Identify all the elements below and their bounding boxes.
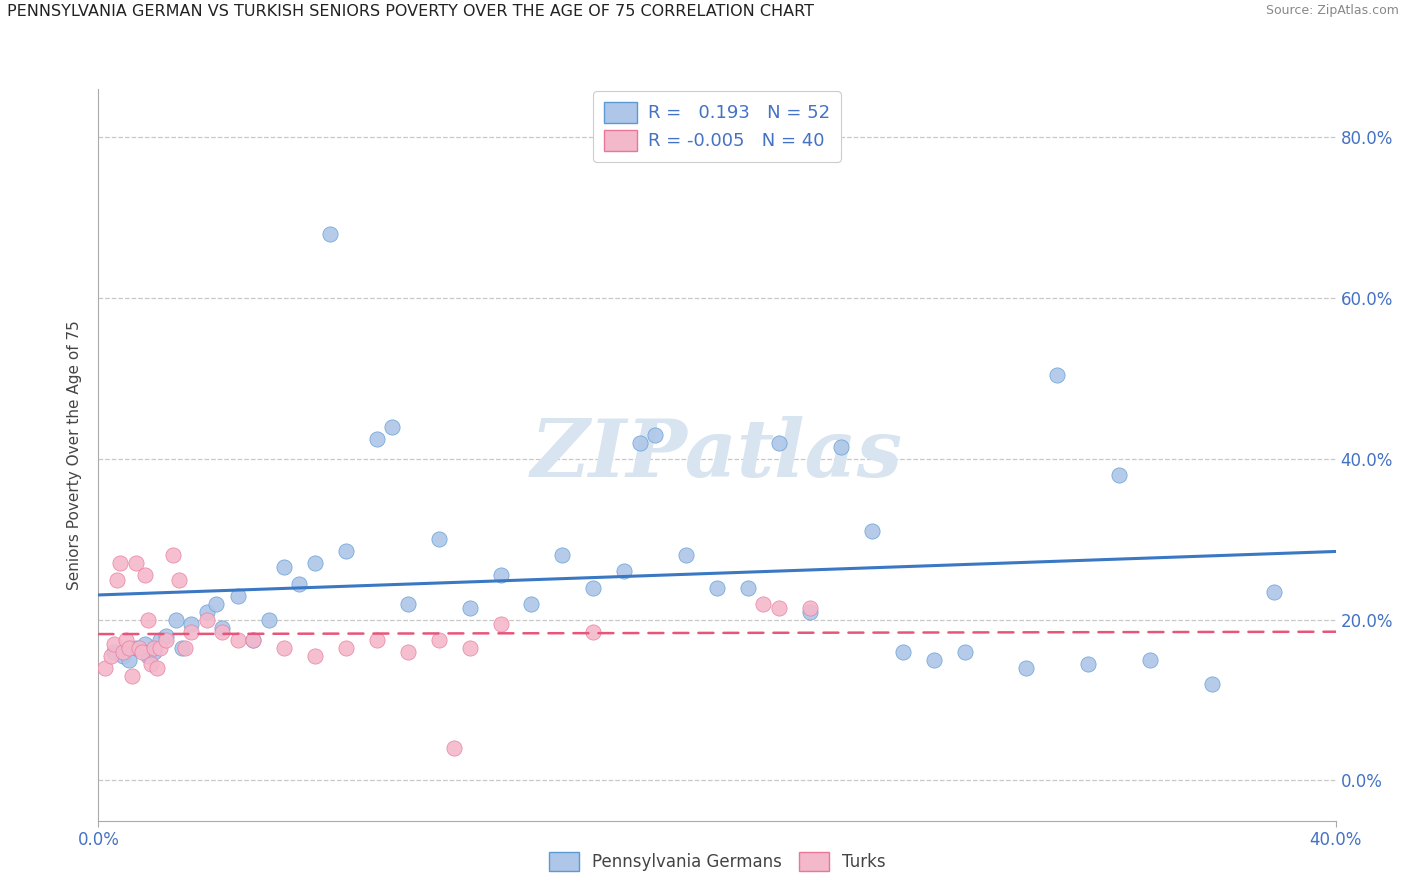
- Point: [167, 573, 190, 587]
- Point: [1139, 653, 1161, 667]
- Point: [427, 533, 450, 547]
- Point: [155, 632, 177, 647]
- Point: [195, 613, 218, 627]
- Point: [675, 549, 697, 563]
- Text: Source: ZipAtlas.com: Source: ZipAtlas.com: [1265, 4, 1399, 18]
- Point: [319, 227, 342, 241]
- Point: [768, 600, 790, 615]
- Point: [489, 616, 512, 631]
- Point: [366, 432, 388, 446]
- Point: [195, 605, 218, 619]
- Point: [105, 573, 128, 587]
- Point: [381, 419, 404, 434]
- Point: [139, 657, 162, 671]
- Point: [226, 589, 249, 603]
- Point: [226, 632, 249, 647]
- Point: [121, 669, 143, 683]
- Point: [458, 600, 481, 615]
- Point: [112, 645, 135, 659]
- Point: [143, 640, 166, 655]
- Point: [953, 645, 976, 659]
- Legend: Pennsylvania Germans, Turks: Pennsylvania Germans, Turks: [541, 846, 893, 878]
- Point: [1077, 657, 1099, 671]
- Point: [136, 613, 159, 627]
- Point: [149, 640, 172, 655]
- Point: [115, 632, 138, 647]
- Point: [273, 640, 295, 655]
- Point: [1108, 468, 1130, 483]
- Point: [211, 624, 233, 639]
- Point: [273, 560, 295, 574]
- Point: [613, 565, 636, 579]
- Point: [134, 568, 156, 582]
- Text: PENNSYLVANIA GERMAN VS TURKISH SENIORS POVERTY OVER THE AGE OF 75 CORRELATION CH: PENNSYLVANIA GERMAN VS TURKISH SENIORS P…: [7, 4, 814, 20]
- Point: [752, 597, 775, 611]
- Point: [1201, 677, 1223, 691]
- Point: [335, 544, 357, 558]
- Point: [112, 648, 135, 663]
- Point: [131, 645, 153, 659]
- Point: [170, 640, 193, 655]
- Point: [891, 645, 914, 659]
- Point: [165, 613, 187, 627]
- Point: [799, 600, 821, 615]
- Point: [205, 597, 228, 611]
- Point: [103, 637, 125, 651]
- Point: [1263, 584, 1285, 599]
- Point: [922, 653, 945, 667]
- Point: [162, 549, 184, 563]
- Point: [288, 576, 311, 591]
- Point: [520, 597, 543, 611]
- Point: [100, 648, 122, 663]
- Point: [174, 640, 197, 655]
- Point: [304, 648, 326, 663]
- Point: [1015, 661, 1038, 675]
- Point: [799, 605, 821, 619]
- Point: [108, 557, 131, 571]
- Y-axis label: Seniors Poverty Over the Age of 75: Seniors Poverty Over the Age of 75: [67, 320, 83, 590]
- Point: [124, 557, 146, 571]
- Point: [242, 632, 264, 647]
- Point: [134, 637, 156, 651]
- Point: [830, 440, 852, 454]
- Point: [155, 629, 177, 643]
- Point: [458, 640, 481, 655]
- Point: [768, 435, 790, 450]
- Point: [551, 549, 574, 563]
- Point: [582, 581, 605, 595]
- Point: [143, 645, 166, 659]
- Point: [146, 661, 169, 675]
- Point: [427, 632, 450, 647]
- Point: [366, 632, 388, 647]
- Point: [103, 645, 125, 659]
- Point: [180, 616, 202, 631]
- Point: [443, 741, 465, 756]
- Point: [489, 568, 512, 582]
- Point: [396, 645, 419, 659]
- Point: [335, 640, 357, 655]
- Point: [644, 427, 666, 442]
- Point: [93, 661, 115, 675]
- Point: [149, 632, 172, 647]
- Point: [118, 653, 141, 667]
- Point: [242, 632, 264, 647]
- Point: [118, 640, 141, 655]
- Point: [860, 524, 883, 539]
- Point: [211, 621, 233, 635]
- Point: [737, 581, 759, 595]
- Point: [180, 624, 202, 639]
- Point: [136, 648, 159, 663]
- Point: [706, 581, 728, 595]
- Point: [628, 435, 651, 450]
- Point: [257, 613, 280, 627]
- Point: [396, 597, 419, 611]
- Point: [128, 640, 150, 655]
- Text: ZIPatlas: ZIPatlas: [531, 417, 903, 493]
- Point: [582, 624, 605, 639]
- Point: [1046, 368, 1069, 382]
- Point: [304, 557, 326, 571]
- Point: [124, 640, 146, 655]
